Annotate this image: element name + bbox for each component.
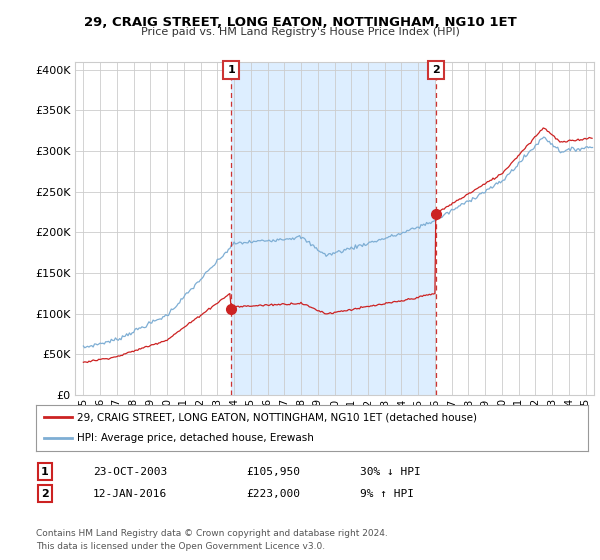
Text: 1: 1 <box>41 466 49 477</box>
Text: 12-JAN-2016: 12-JAN-2016 <box>93 489 167 499</box>
Text: 29, CRAIG STREET, LONG EATON, NOTTINGHAM, NG10 1ET: 29, CRAIG STREET, LONG EATON, NOTTINGHAM… <box>83 16 517 29</box>
Text: £223,000: £223,000 <box>246 489 300 499</box>
Bar <box>231 62 436 395</box>
Text: 2: 2 <box>432 65 440 74</box>
Text: Price paid vs. HM Land Registry's House Price Index (HPI): Price paid vs. HM Land Registry's House … <box>140 27 460 37</box>
Text: HPI: Average price, detached house, Erewash: HPI: Average price, detached house, Erew… <box>77 433 314 444</box>
Text: 9% ↑ HPI: 9% ↑ HPI <box>360 489 414 499</box>
Text: 1: 1 <box>227 65 235 74</box>
Text: 2: 2 <box>41 489 49 499</box>
Text: £105,950: £105,950 <box>246 466 300 477</box>
Text: 23-OCT-2003: 23-OCT-2003 <box>93 466 167 477</box>
Text: 29, CRAIG STREET, LONG EATON, NOTTINGHAM, NG10 1ET (detached house): 29, CRAIG STREET, LONG EATON, NOTTINGHAM… <box>77 412 478 422</box>
Text: 30% ↓ HPI: 30% ↓ HPI <box>360 466 421 477</box>
Text: Contains HM Land Registry data © Crown copyright and database right 2024.
This d: Contains HM Land Registry data © Crown c… <box>36 529 388 550</box>
